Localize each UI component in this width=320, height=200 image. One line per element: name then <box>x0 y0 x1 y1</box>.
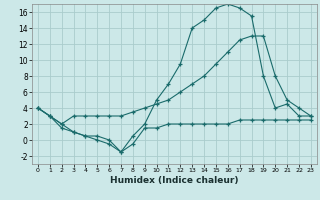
X-axis label: Humidex (Indice chaleur): Humidex (Indice chaleur) <box>110 176 239 185</box>
